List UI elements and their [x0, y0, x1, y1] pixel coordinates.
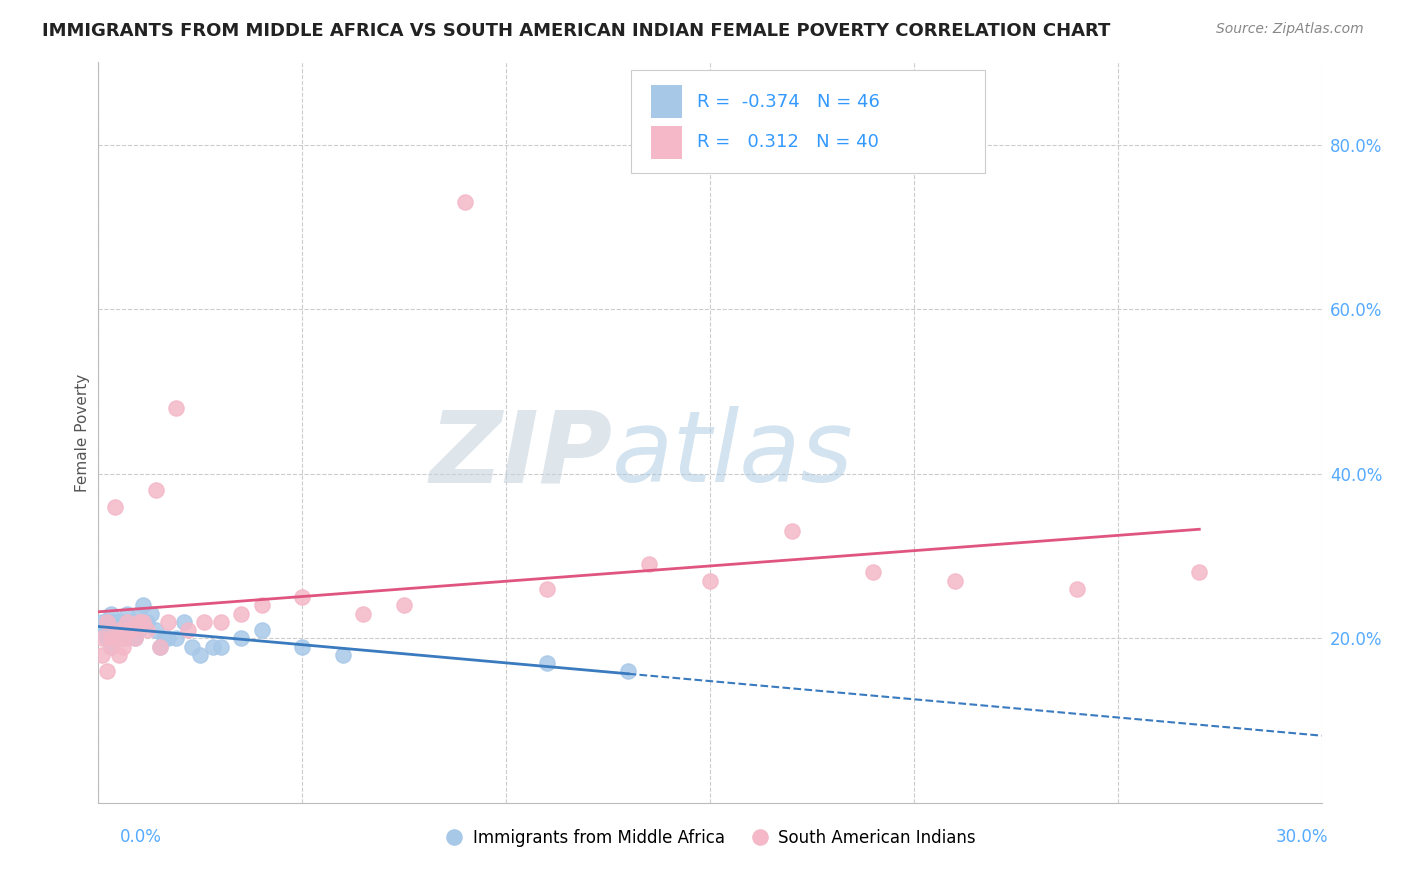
Point — [209, 640, 232, 654]
Point — [291, 590, 314, 604]
Point — [111, 632, 134, 646]
Point — [201, 640, 224, 654]
Point — [156, 632, 179, 646]
Point — [108, 615, 131, 629]
Point — [699, 574, 721, 588]
Point — [536, 582, 558, 596]
Point — [120, 623, 142, 637]
Point — [111, 615, 134, 629]
Point — [173, 615, 195, 629]
Point — [149, 640, 172, 654]
Point — [115, 623, 138, 637]
Point — [120, 623, 142, 637]
Point — [181, 640, 204, 654]
Point — [1188, 566, 1211, 580]
Point — [111, 632, 134, 646]
Point — [128, 623, 150, 637]
Point — [115, 607, 138, 621]
Point — [152, 632, 174, 646]
Point — [177, 623, 200, 637]
Point — [124, 615, 146, 629]
Point — [108, 632, 131, 646]
Text: 30.0%: 30.0% — [1277, 828, 1329, 846]
Point — [352, 607, 374, 621]
Point — [1066, 582, 1088, 596]
FancyBboxPatch shape — [651, 85, 682, 119]
Point — [128, 615, 150, 629]
Point — [100, 607, 122, 621]
Point — [100, 615, 122, 629]
Point — [165, 632, 187, 646]
Point — [231, 632, 253, 646]
Point — [100, 640, 122, 654]
Text: R =   0.312   N = 40: R = 0.312 N = 40 — [696, 134, 879, 152]
FancyBboxPatch shape — [630, 70, 986, 173]
Point — [209, 615, 232, 629]
Point — [145, 483, 167, 498]
Point — [111, 640, 134, 654]
Point — [141, 607, 163, 621]
Point — [104, 623, 127, 637]
Point — [188, 648, 212, 662]
Point — [149, 640, 172, 654]
Point — [862, 566, 884, 580]
FancyBboxPatch shape — [651, 126, 682, 159]
Point — [536, 656, 558, 670]
Point — [136, 615, 159, 629]
Point — [91, 615, 114, 629]
Point — [108, 623, 131, 637]
Point — [250, 599, 273, 613]
Point — [96, 623, 118, 637]
Text: 0.0%: 0.0% — [120, 828, 162, 846]
Point — [100, 640, 122, 654]
Point — [108, 648, 131, 662]
Point — [392, 599, 416, 613]
Text: R =  -0.374   N = 46: R = -0.374 N = 46 — [696, 93, 879, 111]
Point — [132, 615, 155, 629]
Point — [115, 632, 138, 646]
Point — [96, 615, 118, 629]
Point — [145, 623, 167, 637]
Point — [454, 195, 477, 210]
Legend: Immigrants from Middle Africa, South American Indians: Immigrants from Middle Africa, South Ame… — [437, 822, 983, 854]
Point — [617, 664, 640, 678]
Point — [91, 648, 114, 662]
Point — [156, 615, 179, 629]
Point — [100, 632, 122, 646]
Point — [115, 623, 138, 637]
Point — [104, 500, 127, 514]
Text: ZIP: ZIP — [429, 407, 612, 503]
Point — [165, 401, 187, 415]
Text: IMMIGRANTS FROM MIDDLE AFRICA VS SOUTH AMERICAN INDIAN FEMALE POVERTY CORRELATIO: IMMIGRANTS FROM MIDDLE AFRICA VS SOUTH A… — [42, 22, 1111, 40]
Text: atlas: atlas — [612, 407, 853, 503]
Point — [291, 640, 314, 654]
Point — [124, 632, 146, 646]
Text: Source: ZipAtlas.com: Source: ZipAtlas.com — [1216, 22, 1364, 37]
Point — [104, 632, 127, 646]
Point — [96, 664, 118, 678]
Point — [128, 607, 150, 621]
Point — [943, 574, 966, 588]
Y-axis label: Female Poverty: Female Poverty — [75, 374, 90, 491]
Point — [91, 623, 114, 637]
Point — [120, 615, 142, 629]
Point — [104, 615, 127, 629]
Point — [637, 558, 661, 572]
Point — [231, 607, 253, 621]
Point — [91, 632, 114, 646]
Point — [136, 623, 159, 637]
Point — [124, 632, 146, 646]
Point — [96, 615, 118, 629]
Point — [96, 632, 118, 646]
Point — [104, 632, 127, 646]
Point — [332, 648, 354, 662]
Point — [193, 615, 215, 629]
Point — [250, 623, 273, 637]
Point — [132, 599, 155, 613]
Point — [111, 623, 134, 637]
Point — [115, 615, 138, 629]
Point — [780, 524, 803, 539]
Point — [100, 623, 122, 637]
Point — [108, 623, 131, 637]
